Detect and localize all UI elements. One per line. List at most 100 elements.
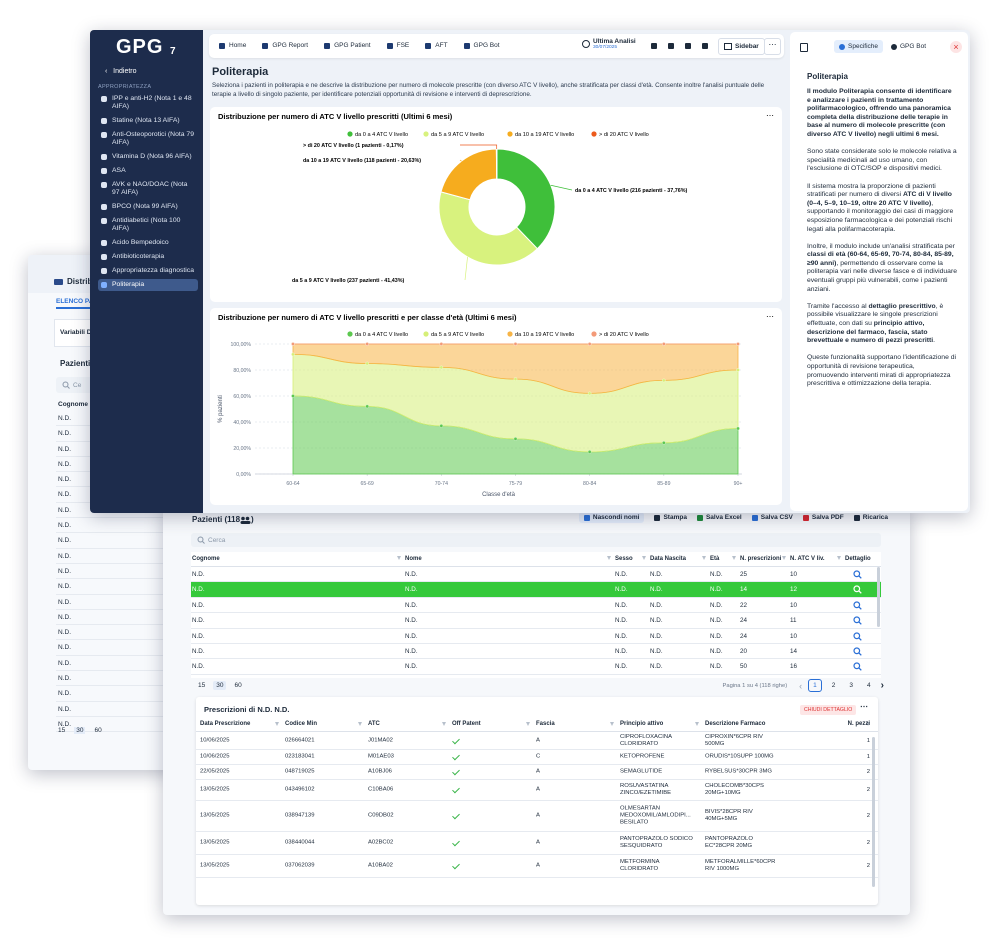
filter-icon[interactable] <box>837 556 841 560</box>
menu-label[interactable]: ASA <box>112 167 126 174</box>
nav-item[interactable]: GPG Bot <box>463 42 500 49</box>
nav-item[interactable]: GPG Report <box>262 42 308 49</box>
menu-label[interactable]: Appropriatezza diagnostica <box>112 267 194 274</box>
toolbar-icon[interactable] <box>651 43 657 49</box>
menu-label[interactable]: Politerapia <box>112 281 145 288</box>
nav-item[interactable]: Home <box>219 42 246 49</box>
menu-label[interactable]: Vitamina D (Nota 96 AIFA) <box>112 153 192 160</box>
detail-icon[interactable] <box>853 585 862 595</box>
button-label[interactable]: Salva CSV <box>760 514 793 521</box>
menu-item[interactable]: Politerapia <box>98 279 198 291</box>
tab-label[interactable]: GPG Bot <box>900 43 927 50</box>
page-number[interactable]: 4 <box>867 682 871 689</box>
filter-icon[interactable] <box>607 556 611 560</box>
toolbar-icon[interactable] <box>685 43 691 49</box>
page-size[interactable]: 15 <box>58 727 66 734</box>
menu-label[interactable]: BPCO (Nota 99 AIFA) <box>112 203 178 210</box>
filter-icon[interactable] <box>695 722 699 726</box>
filter-icon[interactable] <box>732 556 736 560</box>
detail-icon[interactable] <box>853 662 862 672</box>
chart-menu[interactable]: ⋯ <box>766 111 774 120</box>
tab[interactable]: ELENCO PA <box>56 298 94 305</box>
table-row[interactable]: N.D. N.D. N.D. N.D. N.D. 22 10 <box>191 598 881 614</box>
menu-item[interactable]: Antidiabetici (Nota 100 AIFA) <box>98 215 198 235</box>
close-detail-button[interactable]: CHIUDI DETTAGLIO <box>800 705 857 715</box>
page-size[interactable]: 30 <box>213 681 227 690</box>
toolbar-button[interactable]: Ricarica <box>853 514 888 521</box>
button-label[interactable]: Stampa <box>663 514 687 521</box>
page-size[interactable]: 30 <box>74 727 86 734</box>
panel-menu[interactable]: ⋯ <box>860 702 868 711</box>
detail-icon[interactable] <box>853 647 862 656</box>
button-label[interactable]: Nascondi nomi <box>592 514 640 521</box>
nav-label[interactable]: GPG Patient <box>334 42 371 49</box>
filter-label[interactable]: Variabili D <box>60 329 92 336</box>
filter-icon[interactable] <box>782 556 786 560</box>
filter-icon[interactable] <box>642 556 646 560</box>
panel-icon[interactable] <box>800 43 808 52</box>
menu-item[interactable]: Vitamina D (Nota 96 AIFA) <box>98 151 198 163</box>
menu-label[interactable]: IPP e anti-H2 (Nota 1 e 48 AIFA) <box>112 95 192 110</box>
menu-label[interactable]: Anti-Osteoporotici (Nota 79 AIFA) <box>112 131 194 146</box>
filter-icon[interactable] <box>442 722 446 726</box>
page-number[interactable]: 1 <box>808 679 822 692</box>
filter-icon[interactable] <box>526 722 530 726</box>
table-row[interactable]: N.D. N.D. N.D. N.D. N.D. 24 10 <box>191 629 881 644</box>
chart-menu[interactable]: ⋯ <box>766 312 774 321</box>
nav-label[interactable]: GPG Report <box>272 42 309 49</box>
filter-icon[interactable] <box>358 722 362 726</box>
tab-label[interactable]: Specifiche <box>848 43 878 50</box>
table-row[interactable]: N.D. N.D. N.D. N.D. N.D. 14 12 <box>191 582 881 598</box>
toolbar-button[interactable]: Salva Excel <box>696 514 742 521</box>
page-size[interactable]: 60 <box>234 682 242 689</box>
filter-icon[interactable] <box>275 722 279 726</box>
table-row[interactable]: N.D. N.D. N.D. N.D. N.D. 50 16 <box>191 659 881 675</box>
filter-icon[interactable] <box>702 556 706 560</box>
table-row[interactable]: N.D. N.D. N.D. N.D. N.D. 20 14 <box>191 644 881 660</box>
menu-label[interactable]: Acido Bempedoico <box>112 239 169 246</box>
button-label[interactable]: Salva PDF <box>811 514 844 521</box>
page-size[interactable]: 15 <box>198 682 206 689</box>
menu-item[interactable]: ASA <box>98 165 198 177</box>
menu-item[interactable]: BPCO (Nota 99 AIFA) <box>98 201 198 213</box>
filter-icon[interactable] <box>610 722 614 726</box>
back-text[interactable]: Indietro <box>113 68 137 75</box>
menu-label[interactable]: Antidiabetici (Nota 100 AIFA) <box>112 217 181 232</box>
detail-icon[interactable] <box>853 631 862 641</box>
page-number[interactable]: 2 <box>831 682 836 689</box>
tab[interactable]: GPG Bot <box>886 40 931 53</box>
search-box[interactable] <box>191 533 881 547</box>
nav-label[interactable]: Home <box>229 42 247 49</box>
toolbar-button[interactable]: Salva PDF <box>802 514 844 521</box>
close-button[interactable]: × <box>950 41 962 53</box>
detail-icon[interactable] <box>853 570 862 579</box>
nav-label[interactable]: AFT <box>435 42 448 49</box>
toolbar-icon[interactable] <box>702 43 708 49</box>
sidebar-label[interactable]: Sidebar <box>735 43 759 50</box>
nav-label[interactable]: GPG Bot <box>473 42 500 49</box>
menu-item[interactable]: Antibioticoterapia <box>98 251 198 263</box>
button-label[interactable]: Salva Excel <box>705 514 742 521</box>
toolbar-button[interactable]: Stampa <box>654 514 687 521</box>
table-row[interactable]: N.D. N.D. N.D. N.D. N.D. 25 10 <box>191 567 881 583</box>
toolbar-button[interactable]: Nascondi nomi <box>578 512 645 523</box>
toolbar-button[interactable]: Salva CSV <box>751 514 793 521</box>
filter-icon[interactable] <box>866 722 870 726</box>
menu-item[interactable]: IPP e anti-H2 (Nota 1 e 48 AIFA) <box>98 93 198 113</box>
menu-item[interactable]: AVK e NAO/DOAC (Nota 97 AIFA) <box>98 179 198 199</box>
toolbar-icon[interactable] <box>668 43 674 49</box>
next-page[interactable]: › <box>880 680 884 691</box>
back-link[interactable]: ‹ Indietro <box>105 68 137 75</box>
page-number[interactable]: 3 <box>849 682 854 689</box>
menu-item[interactable]: Acido Bempedoico <box>98 237 198 249</box>
menu-label[interactable]: Antibioticoterapia <box>112 253 165 260</box>
menu-item[interactable]: Statine (Nota 13 AIFA) <box>98 115 198 127</box>
nav-item[interactable]: FSE <box>386 42 409 49</box>
table-row[interactable]: N.D. N.D. N.D. N.D. N.D. 24 11 <box>191 613 881 629</box>
menu-item[interactable]: Appropriatezza diagnostica <box>98 265 198 277</box>
nav-item[interactable]: AFT <box>425 42 448 49</box>
filter-icon[interactable] <box>397 556 401 560</box>
menu-item[interactable]: Anti-Osteoporotici (Nota 79 AIFA) <box>98 129 198 149</box>
detail-icon[interactable] <box>853 601 862 610</box>
menu-label[interactable]: AVK e NAO/DOAC (Nota 97 AIFA) <box>112 181 188 196</box>
